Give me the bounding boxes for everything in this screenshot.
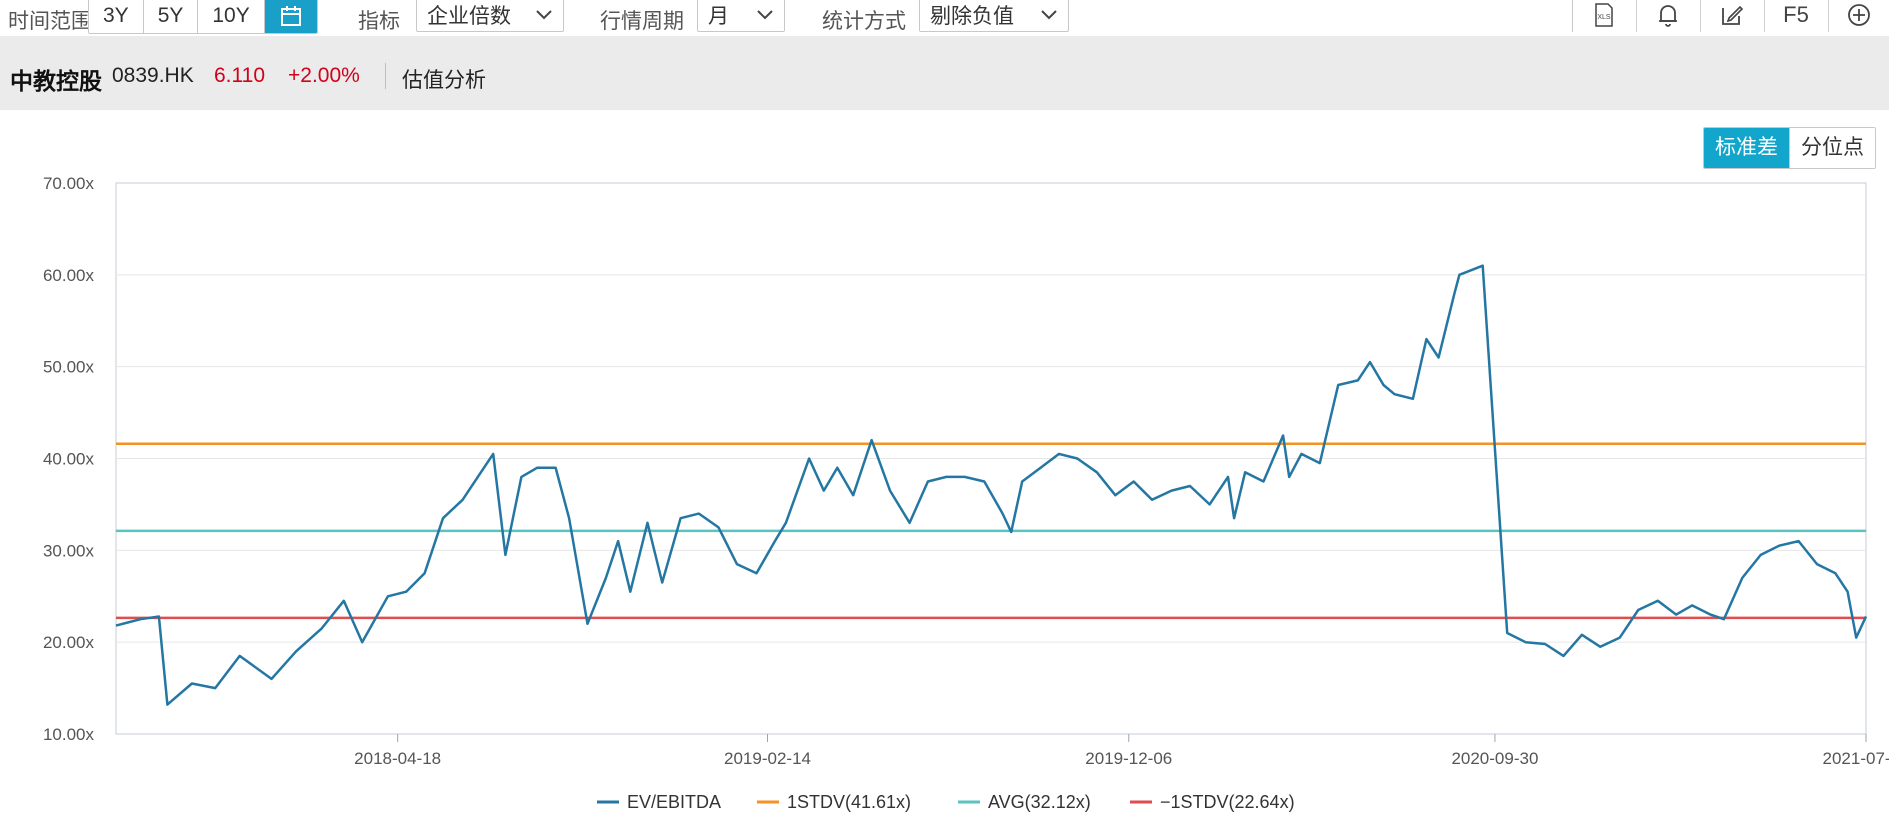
stock-code: 0839.HK	[112, 64, 194, 87]
stat-value: 剔除负值	[930, 5, 1014, 28]
stock-price: 6.110	[214, 64, 265, 87]
divider	[385, 63, 386, 89]
stat-label: 统计方式	[822, 10, 906, 33]
chart-panel	[6, 112, 1889, 837]
ev-ebitda-line	[115, 264, 1868, 706]
stock-name: 中教控股	[10, 68, 102, 94]
chevron-down-icon	[1041, 10, 1057, 20]
f5-label: F5	[1783, 2, 1809, 27]
legend-avg-label: AVG(32.12x)	[988, 792, 1091, 812]
page-title: 估值分析	[402, 69, 486, 92]
indicator-label: 指标	[358, 10, 400, 33]
range-5y-button[interactable]: 5Y	[143, 0, 199, 33]
period-label: 行情周期	[600, 10, 684, 33]
range-10y-button[interactable]: 10Y	[198, 0, 265, 33]
y-tick-label: 50.00x	[43, 358, 95, 377]
xls-export-icon: XLS	[1595, 3, 1613, 27]
alert-button[interactable]	[1636, 0, 1699, 32]
legend-stdv-minus-label: −1STDV(22.64x)	[1160, 792, 1295, 812]
legend-stdv-plus-label: 1STDV(41.61x)	[787, 792, 911, 812]
y-tick-label: 70.00x	[43, 174, 95, 193]
x-tick-label: 2019-02-14	[724, 749, 811, 768]
x-tick-label: 2018-04-18	[354, 749, 441, 768]
xls-label: XLS	[1597, 14, 1611, 21]
refresh-f5-button[interactable]: F5	[1764, 0, 1827, 32]
y-tick-label: 20.00x	[43, 633, 95, 652]
calendar-icon	[280, 6, 301, 26]
y-tick-label: 60.00x	[43, 266, 95, 285]
mode-toggle: 标准差 分位点	[1703, 127, 1876, 169]
add-button[interactable]	[1828, 0, 1889, 32]
y-tick-label: 10.00x	[43, 725, 95, 744]
edit-icon	[1722, 5, 1744, 25]
mode-stdev-button[interactable]: 标准差	[1704, 128, 1789, 168]
x-tick-label: 2021-07-30	[1823, 749, 1889, 768]
edit-button[interactable]	[1700, 0, 1763, 32]
chevron-down-icon	[536, 10, 552, 20]
plus-circle-icon	[1848, 4, 1870, 26]
period-value: 月	[708, 5, 729, 28]
period-dropdown[interactable]: 月	[697, 0, 785, 32]
toolbar: 时间范围 3Y 5Y 10Y 指标 企业倍数 行情周期 月 统计方式 剔除负值 …	[0, 0, 1889, 34]
indicator-value: 企业倍数	[427, 5, 511, 28]
indicator-dropdown[interactable]: 企业倍数	[416, 0, 564, 32]
x-tick-label: 2020-09-30	[1451, 749, 1538, 768]
legend-ev-ebitda-label: EV/EBITDA	[627, 792, 721, 812]
range-3y-button[interactable]: 3Y	[89, 0, 144, 33]
range-segment: 3Y 5Y 10Y	[88, 0, 318, 34]
time-range-label: 时间范围	[8, 10, 92, 33]
y-tick-label: 30.00x	[43, 541, 95, 560]
xls-export-button[interactable]: XLS	[1572, 0, 1635, 32]
stock-info-bar: 中教控股 0839.HK 6.110 +2.00% 估值分析	[0, 36, 1889, 110]
calendar-button[interactable]	[264, 0, 317, 33]
mode-percentile-button[interactable]: 分位点	[1789, 128, 1875, 168]
x-tick-label: 2019-12-06	[1085, 749, 1172, 768]
bell-icon	[1659, 5, 1677, 27]
y-tick-label: 40.00x	[43, 450, 95, 469]
stat-dropdown[interactable]: 剔除负值	[919, 0, 1069, 32]
stock-change: +2.00%	[288, 64, 360, 87]
chevron-down-icon	[757, 10, 773, 20]
